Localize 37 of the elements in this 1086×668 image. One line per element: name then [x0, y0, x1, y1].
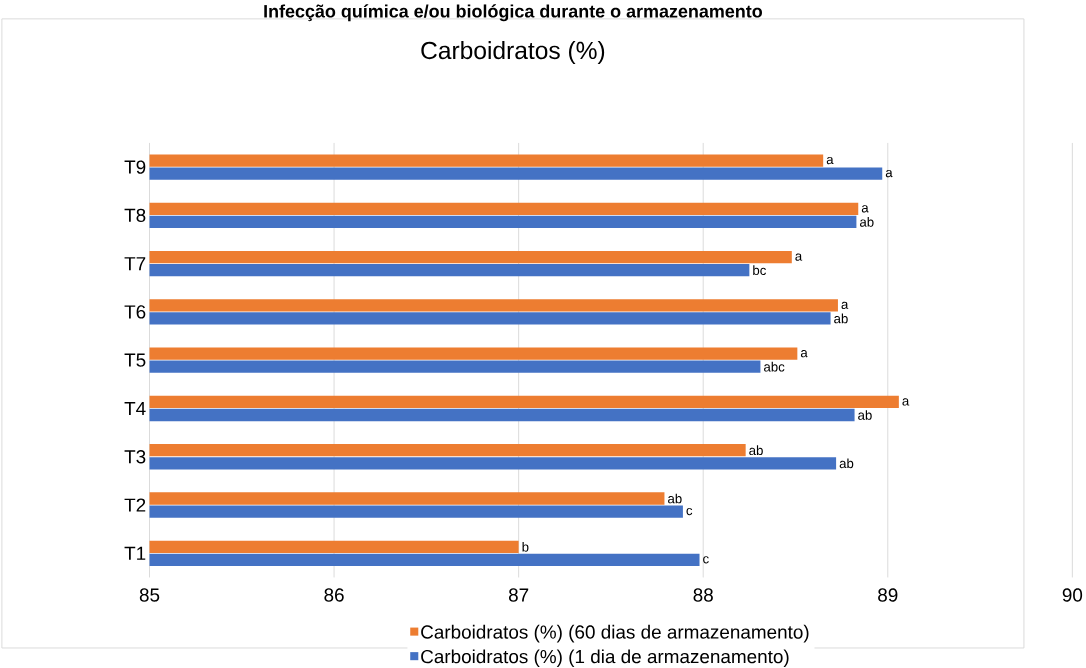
data-label: a: [841, 301, 849, 309]
data-label: a: [826, 156, 834, 165]
data-label: ab: [834, 313, 848, 324]
data-label: ab: [839, 458, 854, 468]
legend-label: Carboidratos (%) (1 dia de armazenamento): [421, 649, 789, 667]
y-tick-label: T2: [124, 498, 146, 512]
data-label: ab: [668, 493, 682, 504]
data-label: a: [800, 349, 808, 358]
y-tick-label: T6: [124, 305, 146, 319]
data-label: ab: [749, 445, 763, 455]
x-tick-label: 89: [878, 588, 898, 602]
x-tick-label: 85: [139, 588, 160, 602]
y-tick-label: T1: [124, 546, 146, 560]
y-tick-label: T3: [124, 449, 146, 464]
chart-title: Infecção química e/ou biológica durante o armazenamento: [264, 4, 762, 22]
y-tick-label: T5: [124, 353, 146, 367]
y-tick-label: T7: [124, 257, 146, 270]
data-label: a: [795, 253, 803, 261]
legend-label: Carboidratos (%) (60 dias de armazenamento): [421, 624, 809, 643]
x-tick-label: 88: [693, 588, 713, 602]
data-label: a: [861, 205, 869, 213]
data-label: b: [522, 541, 529, 552]
y-tick-label: T9: [124, 160, 146, 174]
chart-subtitle: Carboidratos (%): [421, 40, 605, 64]
x-tick-label: 90: [1062, 588, 1083, 602]
y-tick-label: T8: [124, 208, 146, 222]
data-label: c: [703, 556, 709, 564]
data-label: ab: [858, 409, 872, 420]
data-label: ab: [859, 216, 874, 227]
data-label: a: [902, 398, 910, 406]
x-tick-label: 86: [324, 588, 344, 602]
y-tick-label: T4: [124, 401, 146, 415]
data-label: abc: [764, 361, 785, 372]
x-tick-label: 87: [508, 588, 529, 602]
data-label: c: [686, 507, 693, 516]
data-label: a: [885, 169, 893, 178]
data-label: bc: [753, 265, 766, 275]
